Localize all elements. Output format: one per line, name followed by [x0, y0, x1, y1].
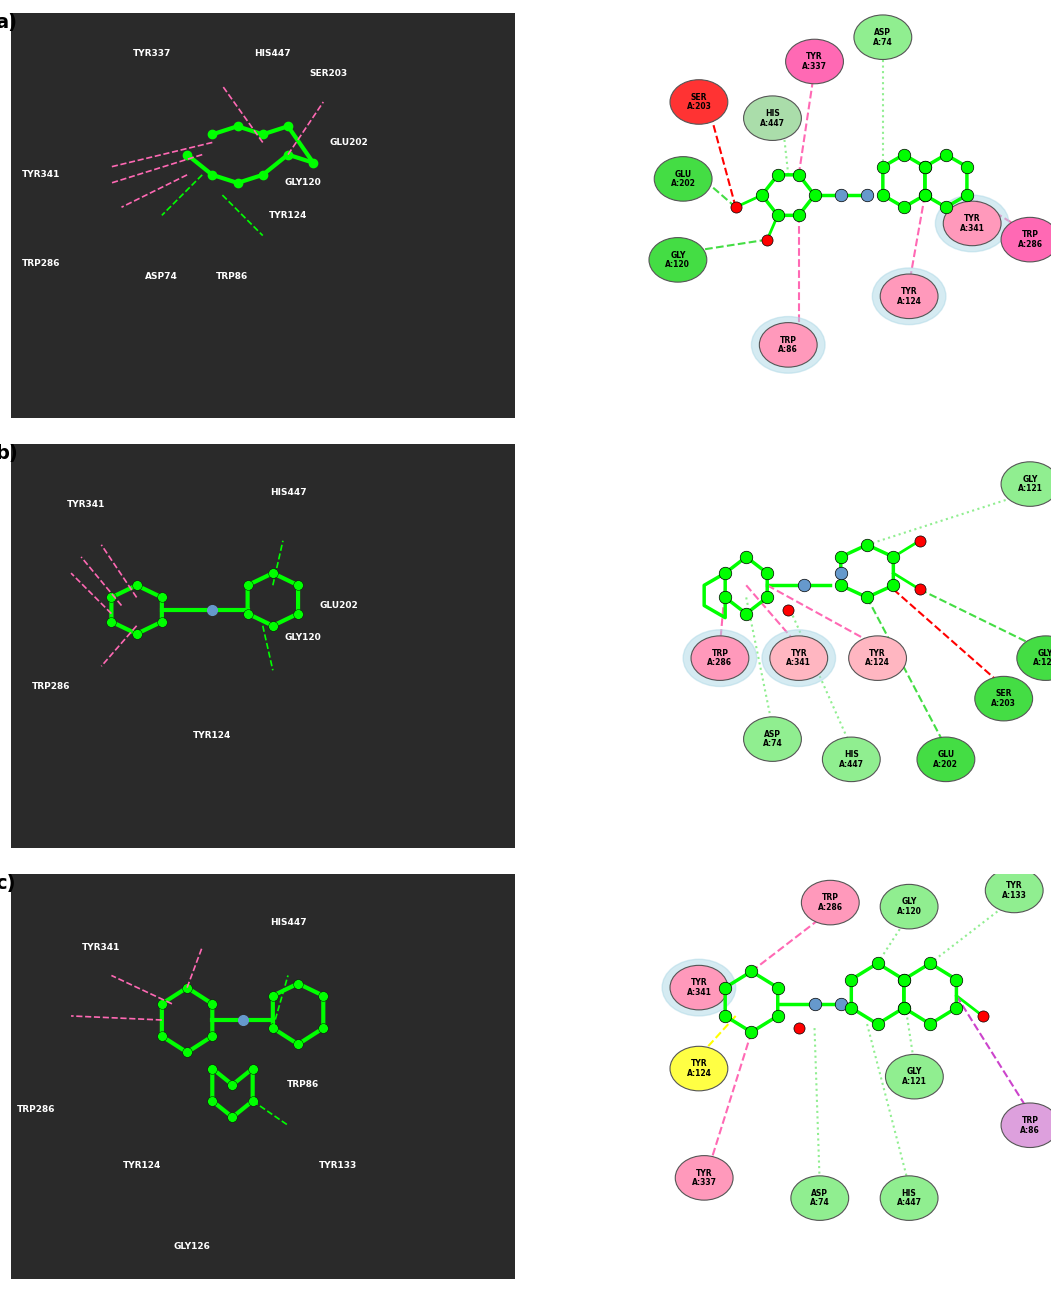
Circle shape: [762, 629, 836, 686]
Text: GLY
A:120: GLY A:120: [1033, 649, 1051, 668]
Text: b): b): [0, 443, 18, 463]
Circle shape: [986, 868, 1043, 912]
FancyBboxPatch shape: [5, 9, 520, 421]
Circle shape: [916, 736, 975, 782]
Circle shape: [1001, 217, 1051, 262]
Text: TYR
A:341: TYR A:341: [786, 649, 811, 668]
Circle shape: [1001, 1103, 1051, 1147]
Circle shape: [751, 317, 825, 373]
Text: SER
A:203: SER A:203: [686, 93, 712, 111]
Text: GLY120: GLY120: [285, 178, 322, 187]
Text: GLU
A:202: GLU A:202: [671, 169, 696, 189]
Text: GLY
A:120: GLY A:120: [897, 897, 922, 916]
Text: ASP
A:74: ASP A:74: [763, 730, 782, 748]
Text: GLY
A:121: GLY A:121: [1017, 474, 1043, 494]
Circle shape: [975, 676, 1033, 721]
Text: HIS447: HIS447: [270, 487, 306, 496]
Text: ASP
A:74: ASP A:74: [810, 1189, 829, 1208]
Text: HIS
A:447: HIS A:447: [839, 749, 864, 769]
Circle shape: [769, 636, 828, 681]
Text: TYR341: TYR341: [67, 500, 105, 509]
Text: c): c): [0, 875, 16, 893]
Text: ASP74: ASP74: [145, 271, 179, 280]
Circle shape: [801, 880, 860, 925]
Text: TRP
A:286: TRP A:286: [707, 649, 733, 668]
Circle shape: [786, 39, 844, 84]
Text: TYR
A:337: TYR A:337: [692, 1168, 717, 1187]
Text: TYR124: TYR124: [123, 1162, 161, 1171]
Circle shape: [881, 1176, 939, 1221]
FancyBboxPatch shape: [5, 439, 520, 853]
Text: TYR341: TYR341: [82, 943, 121, 952]
Text: TRP286: TRP286: [32, 682, 70, 691]
Circle shape: [692, 636, 748, 681]
Text: GLY
A:121: GLY A:121: [902, 1067, 927, 1087]
Text: GLU202: GLU202: [320, 601, 357, 610]
Circle shape: [872, 267, 946, 324]
Text: HIS447: HIS447: [254, 49, 291, 58]
Text: HIS
A:447: HIS A:447: [760, 109, 785, 128]
Text: TYR
A:124: TYR A:124: [865, 649, 890, 668]
Text: TRP286: TRP286: [17, 1105, 55, 1114]
Text: TRP
A:86: TRP A:86: [779, 336, 798, 354]
Text: GLU202: GLU202: [329, 138, 368, 147]
Circle shape: [744, 717, 802, 761]
Text: TYR341: TYR341: [22, 171, 60, 180]
Circle shape: [744, 96, 802, 141]
Text: TYR
A:133: TYR A:133: [1002, 881, 1027, 899]
Text: GLU
A:202: GLU A:202: [933, 749, 959, 769]
Text: TYR124: TYR124: [269, 211, 307, 220]
Text: TYR
A:124: TYR A:124: [897, 287, 922, 306]
Circle shape: [1001, 461, 1051, 506]
Circle shape: [790, 1176, 849, 1221]
Text: TYR
A:341: TYR A:341: [960, 214, 985, 233]
Circle shape: [683, 629, 757, 686]
Text: TYR
A:341: TYR A:341: [686, 978, 712, 997]
Circle shape: [648, 238, 707, 282]
Text: TRP
A:286: TRP A:286: [1017, 230, 1043, 249]
Text: TYR133: TYR133: [320, 1162, 357, 1171]
Text: HIS447: HIS447: [270, 919, 306, 928]
Text: SER203: SER203: [309, 70, 348, 78]
Text: TRP
A:286: TRP A:286: [818, 893, 843, 912]
Circle shape: [759, 323, 818, 367]
Text: TYR337: TYR337: [132, 49, 171, 58]
Circle shape: [881, 274, 939, 319]
Text: TYR124: TYR124: [193, 730, 231, 739]
Text: ASP
A:74: ASP A:74: [873, 28, 892, 47]
Text: GLY120: GLY120: [285, 633, 322, 642]
Circle shape: [853, 16, 912, 59]
Text: GLY
A:120: GLY A:120: [665, 251, 691, 269]
Text: TRP286: TRP286: [21, 260, 60, 269]
Text: GLY126: GLY126: [173, 1242, 210, 1251]
Text: TYR
A:124: TYR A:124: [686, 1059, 712, 1078]
FancyBboxPatch shape: [5, 871, 520, 1283]
Circle shape: [881, 884, 939, 929]
Circle shape: [849, 636, 907, 681]
Text: TRP86: TRP86: [217, 271, 249, 280]
Circle shape: [671, 1047, 727, 1090]
Circle shape: [822, 736, 881, 782]
Circle shape: [1016, 636, 1051, 681]
Circle shape: [654, 156, 713, 202]
Text: TRP86: TRP86: [287, 1080, 320, 1089]
Circle shape: [885, 1054, 944, 1099]
Text: TRP
A:86: TRP A:86: [1021, 1116, 1039, 1134]
Circle shape: [662, 959, 736, 1016]
Text: a): a): [0, 13, 18, 32]
Text: SER
A:203: SER A:203: [991, 689, 1016, 708]
Circle shape: [944, 202, 1001, 245]
Circle shape: [676, 1155, 734, 1200]
Text: TYR
A:337: TYR A:337: [802, 52, 827, 71]
Circle shape: [671, 965, 727, 1010]
Circle shape: [671, 80, 727, 124]
Text: HIS
A:447: HIS A:447: [897, 1189, 922, 1208]
Circle shape: [935, 195, 1009, 252]
